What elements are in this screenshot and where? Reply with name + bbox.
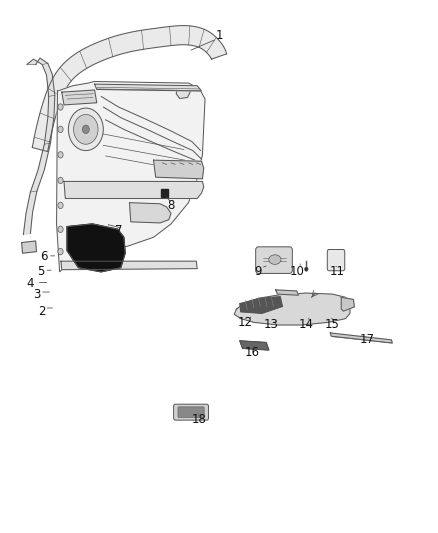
- Circle shape: [304, 267, 308, 271]
- Polygon shape: [240, 297, 283, 313]
- Polygon shape: [341, 297, 354, 311]
- Text: 6: 6: [40, 251, 47, 263]
- Polygon shape: [67, 224, 125, 272]
- Text: 1: 1: [215, 29, 223, 42]
- Polygon shape: [240, 341, 269, 350]
- Circle shape: [58, 202, 63, 208]
- Polygon shape: [130, 203, 171, 223]
- Circle shape: [58, 226, 63, 232]
- Text: 13: 13: [264, 319, 279, 332]
- Polygon shape: [64, 181, 204, 198]
- Circle shape: [58, 126, 63, 133]
- Polygon shape: [153, 160, 204, 179]
- Polygon shape: [62, 90, 97, 105]
- FancyBboxPatch shape: [173, 404, 208, 420]
- Bar: [161, 189, 168, 197]
- Text: 9: 9: [254, 265, 262, 278]
- Polygon shape: [330, 333, 392, 343]
- Circle shape: [68, 108, 103, 151]
- Circle shape: [58, 104, 63, 110]
- Text: 15: 15: [325, 319, 340, 332]
- Text: 10: 10: [290, 265, 305, 278]
- Circle shape: [74, 115, 98, 144]
- Polygon shape: [32, 26, 226, 151]
- Text: 17: 17: [360, 333, 375, 346]
- Text: 2: 2: [39, 305, 46, 318]
- Circle shape: [58, 177, 63, 183]
- Text: 18: 18: [192, 413, 207, 425]
- Text: 16: 16: [244, 346, 259, 359]
- FancyBboxPatch shape: [178, 407, 204, 417]
- Text: 4: 4: [27, 277, 34, 290]
- Text: 12: 12: [238, 316, 253, 329]
- Text: 3: 3: [33, 288, 40, 301]
- Polygon shape: [95, 84, 201, 91]
- Polygon shape: [23, 58, 55, 235]
- Text: 14: 14: [299, 319, 314, 332]
- Polygon shape: [234, 293, 350, 325]
- Ellipse shape: [269, 255, 281, 264]
- Polygon shape: [57, 82, 205, 272]
- Circle shape: [82, 125, 89, 134]
- Polygon shape: [176, 86, 191, 99]
- FancyBboxPatch shape: [327, 249, 345, 271]
- Polygon shape: [61, 261, 197, 270]
- Text: 11: 11: [329, 265, 344, 278]
- Text: 8: 8: [167, 199, 175, 212]
- Circle shape: [58, 152, 63, 158]
- Polygon shape: [21, 241, 36, 253]
- FancyBboxPatch shape: [256, 247, 292, 273]
- Circle shape: [58, 248, 63, 255]
- Text: 7: 7: [115, 224, 122, 237]
- Polygon shape: [276, 290, 298, 295]
- Text: 5: 5: [37, 265, 45, 278]
